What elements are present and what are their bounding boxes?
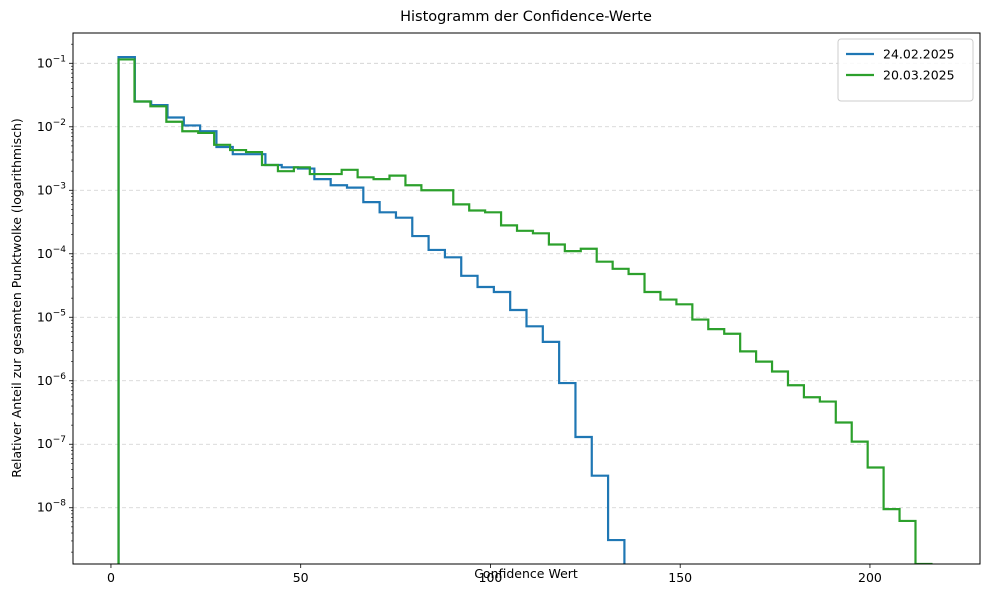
- legend-label: 24.02.2025: [883, 47, 955, 62]
- x-axis: 0 50 100 150 200: [107, 564, 882, 585]
- x-axis-title: Confidence Wert: [474, 566, 578, 581]
- x-tick-label: 0: [107, 570, 115, 585]
- x-tick-label: 50: [293, 570, 309, 585]
- chart-title: Histogramm der Confidence-Werte: [400, 9, 652, 25]
- series-layer: [117, 56, 933, 564]
- legend-label: 20.03.2025: [883, 68, 955, 83]
- x-tick-label: 100: [479, 570, 503, 585]
- series-line-1: [117, 56, 626, 564]
- series-line-2: [117, 58, 933, 564]
- y-axis-title: Relativer Anteil zur gesamten Punktwolke…: [9, 118, 24, 478]
- x-tick-label: 200: [858, 570, 882, 585]
- legend: 24.02.2025 20.03.2025: [837, 38, 974, 102]
- x-tick-label: 150: [668, 570, 692, 585]
- plot-frame: [72, 32, 981, 565]
